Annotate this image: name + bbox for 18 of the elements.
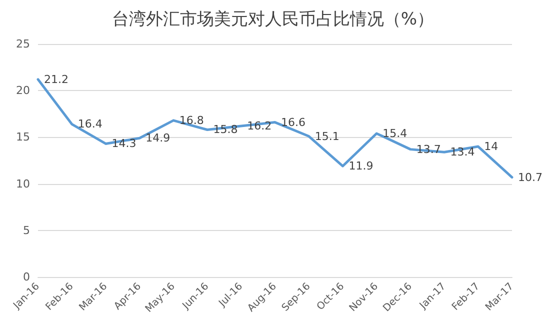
chart-title: 台湾外汇市场美元对人民币占比情况（%） bbox=[112, 10, 434, 30]
data-label: 14.3 bbox=[112, 137, 136, 150]
data-label: 14.9 bbox=[146, 132, 170, 145]
y-tick-label: 15 bbox=[16, 130, 30, 144]
data-label: 15.1 bbox=[314, 130, 340, 143]
data-label: 10.7 bbox=[518, 170, 542, 184]
data-label: 14 bbox=[484, 140, 498, 154]
y-tick-label: 0 bbox=[23, 270, 30, 284]
y-tick-label: 5 bbox=[23, 224, 30, 237]
y-tick-label: 10 bbox=[16, 177, 30, 190]
data-label: 15.4 bbox=[382, 126, 408, 140]
y-tick-label: 25 bbox=[16, 38, 30, 50]
data-label: 16.8 bbox=[179, 114, 204, 127]
data-label: 16.6 bbox=[281, 116, 306, 129]
data-label: 16.4 bbox=[78, 118, 102, 131]
data-label: 21.2 bbox=[44, 72, 68, 86]
y-tick-label: 20 bbox=[16, 84, 30, 98]
data-label: 11.9 bbox=[348, 160, 374, 173]
